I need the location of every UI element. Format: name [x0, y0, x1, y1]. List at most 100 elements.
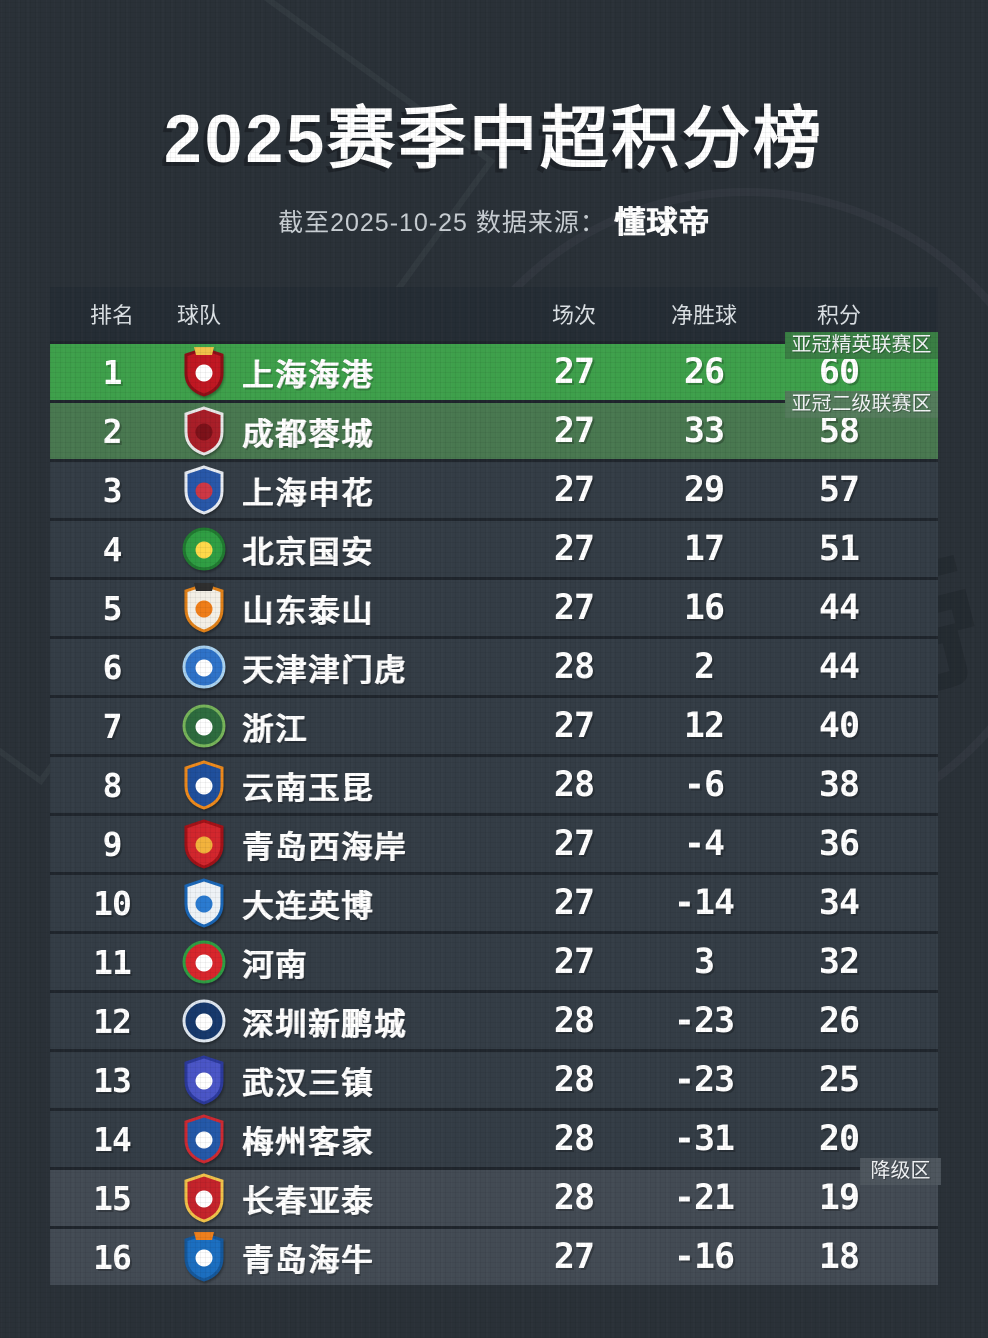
zone-label: 亚冠精英联赛区: [785, 332, 938, 359]
rank-value: 11: [93, 942, 132, 982]
team-crest-icon: [174, 759, 234, 811]
table-row[interactable]: 8 云南玉昆 28 -6 38: [50, 757, 938, 813]
team-crest-icon: [174, 936, 234, 988]
table-row[interactable]: 13 武汉三镇 28 -23 25: [50, 1052, 938, 1108]
points-value: 44: [818, 588, 860, 628]
points-value: 19: [818, 1178, 860, 1218]
standings-table: 排名 球队 场次 净胜球 积分 1 上海海港 27 26 60 亚冠精英联赛区 …: [50, 287, 941, 1285]
team-name: 大连英博: [242, 888, 374, 924]
matches-played-value: 28: [553, 1119, 595, 1159]
subtitle-text: 截至2025-10-25 数据来源：: [278, 209, 606, 237]
page-title: 2025赛季中超积分榜: [163, 101, 825, 177]
team-name: 浙江: [242, 711, 308, 747]
rank-value: 1: [102, 352, 123, 392]
team-name: 武汉三镇: [242, 1065, 374, 1101]
goal-difference-value: 26: [683, 352, 725, 392]
zone-label: 降级区: [860, 1158, 941, 1185]
goal-difference-value: -4: [683, 824, 725, 864]
source-brand-logo: 懂球帝: [613, 205, 710, 240]
rank-value: 14: [93, 1119, 132, 1159]
table-row[interactable]: 1 上海海港 27 26 60 亚冠精英联赛区: [50, 332, 938, 400]
goal-difference-value: 16: [683, 588, 725, 628]
rank-value: 12: [93, 1001, 132, 1041]
goal-difference-value: -16: [673, 1237, 735, 1277]
team-name: 河南: [242, 947, 308, 983]
goal-difference-value: -31: [673, 1119, 735, 1159]
points-value: 36: [818, 824, 860, 864]
goal-difference-value: 3: [693, 942, 715, 982]
goal-difference-value: 2: [693, 647, 715, 687]
goal-difference-value: 17: [683, 529, 725, 569]
team-name: 深圳新鹏城: [242, 1006, 407, 1042]
column-header-points: 积分: [816, 303, 861, 328]
table-row[interactable]: 7 浙江 27 12 40: [50, 698, 938, 754]
goal-difference-value: -14: [673, 883, 735, 923]
points-value: 38: [818, 765, 860, 805]
points-value: 44: [818, 647, 860, 687]
matches-played-value: 27: [553, 411, 595, 451]
table-row[interactable]: 14 梅州客家 28 -31 20: [50, 1111, 938, 1167]
team-crest-icon: [174, 1054, 234, 1106]
points-value: 40: [818, 706, 860, 746]
rank-value: 10: [93, 883, 132, 923]
points-value: 18: [818, 1237, 860, 1277]
matches-played-value: 27: [553, 529, 595, 569]
team-name: 上海海港: [242, 357, 374, 393]
goal-difference-value: -21: [673, 1178, 735, 1218]
matches-played-value: 27: [553, 588, 595, 628]
team-crest-icon: [174, 700, 234, 752]
table-row[interactable]: 15 长春亚泰 28 -21 19 降级区: [50, 1158, 941, 1226]
team-name: 长春亚泰: [242, 1183, 374, 1219]
team-crest-icon: [174, 641, 234, 693]
team-name: 青岛海牛: [242, 1242, 374, 1278]
matches-played-value: 27: [553, 470, 595, 510]
rank-value: 9: [102, 824, 123, 864]
goal-difference-value: -6: [683, 765, 725, 805]
team-crest-icon: [174, 1231, 234, 1283]
table-row[interactable]: 2 成都蓉城 27 33 58 亚冠二级联赛区: [50, 391, 938, 459]
rank-value: 8: [102, 765, 123, 805]
team-crest-icon: [174, 464, 234, 516]
table-row[interactable]: 4 北京国安 27 17 51: [50, 521, 938, 577]
team-name: 成都蓉城: [242, 416, 374, 452]
table-row[interactable]: 6 天津津门虎 28 2 44: [50, 639, 938, 695]
column-header-goal-difference: 净胜球: [670, 303, 737, 328]
points-value: 57: [818, 470, 860, 510]
rank-value: 15: [93, 1178, 132, 1218]
matches-played-value: 28: [553, 1060, 595, 1100]
table-row[interactable]: 11 河南 27 3 32: [50, 934, 938, 990]
team-name: 梅州客家: [242, 1124, 374, 1160]
rank-value: 7: [102, 706, 123, 746]
table-row[interactable]: 16 青岛海牛 27 -16 18: [50, 1229, 938, 1285]
team-name: 北京国安: [242, 534, 374, 570]
goal-difference-value: 29: [683, 470, 725, 510]
table-row[interactable]: 3 上海申花 27 29 57: [50, 462, 938, 518]
matches-played-value: 27: [553, 706, 595, 746]
goal-difference-value: -23: [673, 1060, 735, 1100]
team-name: 青岛西海岸: [242, 829, 407, 865]
rank-value: 16: [93, 1237, 132, 1277]
column-header-played: 场次: [551, 303, 596, 328]
points-value: 32: [818, 942, 860, 982]
rank-value: 2: [102, 411, 123, 451]
table-row[interactable]: 10 大连英博 27 -14 34: [50, 875, 938, 931]
team-name: 上海申花: [242, 475, 374, 511]
rank-value: 6: [102, 647, 123, 687]
table-row[interactable]: 9 青岛西海岸 27 -4 36: [50, 816, 938, 872]
rank-value: 13: [93, 1060, 132, 1100]
matches-played-value: 27: [553, 1237, 595, 1277]
team-crest-icon: [174, 582, 234, 634]
points-value: 20: [818, 1119, 860, 1159]
table-row[interactable]: 12 深圳新鹏城 28 -23 26: [50, 993, 938, 1049]
column-header-team: 球队: [177, 303, 222, 328]
table-row[interactable]: 5 山东泰山 27 16 44: [50, 580, 938, 636]
matches-played-value: 28: [553, 1178, 595, 1218]
goal-difference-value: -23: [673, 1001, 735, 1041]
matches-played-value: 28: [553, 647, 595, 687]
matches-played-value: 27: [553, 824, 595, 864]
team-crest-icon: [174, 995, 234, 1047]
rank-value: 5: [102, 588, 123, 628]
team-name: 山东泰山: [242, 593, 374, 629]
table-body: 1 上海海港 27 26 60 亚冠精英联赛区 2 成都蓉城 27 33 58 …: [50, 332, 941, 1285]
team-crest-icon: [174, 877, 234, 929]
